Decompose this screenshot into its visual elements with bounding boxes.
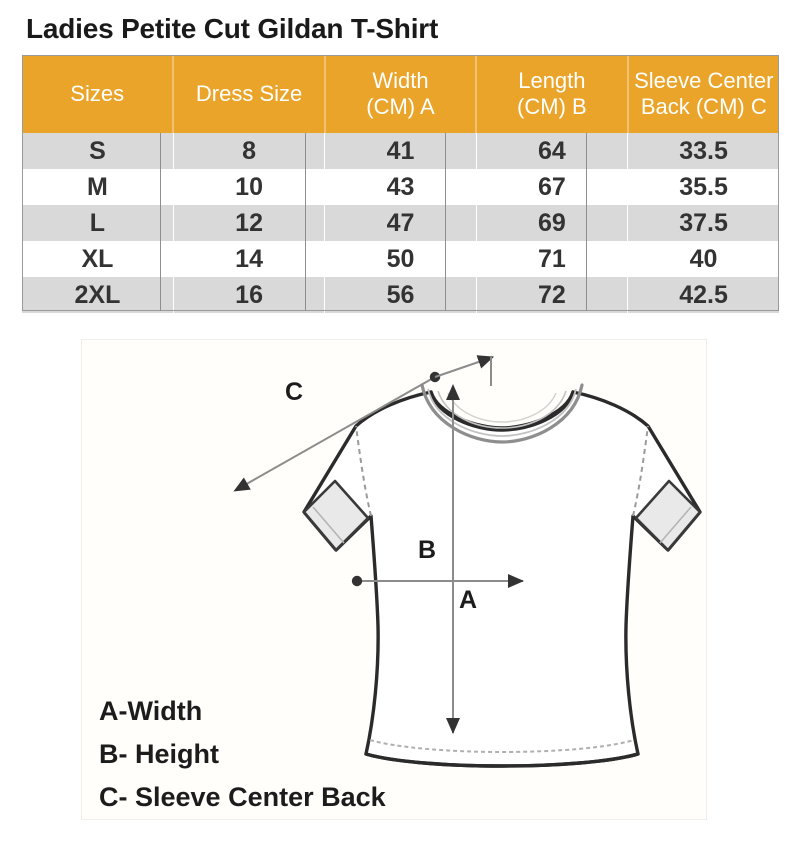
right-sleeve-hem-band <box>634 479 702 552</box>
bottom-hem-band <box>364 752 640 768</box>
cell-sleeve-center-back: 35.5 <box>627 169 779 205</box>
cell-width: 41 <box>324 133 477 169</box>
right-sleeve-hem-stitch <box>659 506 692 544</box>
cell-length: 69 <box>476 205 629 241</box>
cell-sleeve-center-back: 33.5 <box>627 133 779 169</box>
cell-dress-size: 8 <box>173 133 326 169</box>
measure-label-a: A <box>459 586 477 614</box>
legend-item-b: B- Height <box>99 739 219 769</box>
bottom-hem-stitch <box>369 739 635 753</box>
table-row: S 8 41 64 33.5 <box>22 133 779 169</box>
column-header-width-line2: (CM) A <box>366 94 435 119</box>
cell-dress-size: 10 <box>173 169 326 205</box>
legend-item-a: A-Width <box>99 696 203 726</box>
cell-width: 43 <box>324 169 477 205</box>
cell-width: 56 <box>324 277 477 313</box>
cell-width: 50 <box>324 241 477 277</box>
measure-label-c: C <box>285 378 303 406</box>
table-row: 2XL 16 56 72 42.5 <box>22 277 779 313</box>
table-row: M 10 43 67 35.5 <box>22 169 779 205</box>
cell-width: 47 <box>324 205 477 241</box>
column-header-width: Width (CM) A <box>324 55 478 133</box>
cell-size: S <box>22 133 174 169</box>
tshirt-diagram-panel: A B C <box>81 339 707 820</box>
cell-dress-size: 16 <box>173 277 326 313</box>
column-header-length-line2: (CM) B <box>517 94 587 119</box>
column-header-width-line1: Width <box>372 68 429 94</box>
cell-size: L <box>22 205 174 241</box>
cell-sleeve-center-back: 37.5 <box>627 205 779 241</box>
cell-length: 71 <box>476 241 629 277</box>
measure-line-c <box>233 371 441 492</box>
cell-dress-size: 12 <box>173 205 326 241</box>
cell-size: M <box>22 169 174 205</box>
column-header-dress-size-line1: Dress Size <box>195 81 303 107</box>
neckline-rib-line-1 <box>427 388 577 437</box>
table-row: L 12 47 69 37.5 <box>22 205 779 241</box>
page-title: Ladies Petite Cut Gildan T-Shirt <box>26 13 439 44</box>
column-header-sizes: Sizes <box>22 55 175 133</box>
table-row: XL 14 50 71 40 <box>22 241 779 277</box>
neckline-rib-outer <box>429 390 575 432</box>
column-header-length: Length (CM) B <box>476 55 629 133</box>
measure-line-c-extension <box>434 355 494 378</box>
column-header-dress-size: Dress Size <box>173 55 326 133</box>
column-header-length-line1: Length <box>518 68 586 94</box>
column-header-sleeve-line1: Sleeve Center <box>634 68 774 94</box>
table-header-row: Sizes Dress Size Width (CM) A Length (CM… <box>22 55 779 133</box>
neckline-rib-line-3 <box>447 392 557 423</box>
size-chart-table: Sizes Dress Size Width (CM) A Length (CM… <box>22 55 779 313</box>
cell-length: 64 <box>476 133 629 169</box>
cell-length: 72 <box>476 277 629 313</box>
column-header-sizes-line1: Sizes <box>70 81 125 107</box>
column-header-sleeve-center-back: Sleeve Center Back (CM) C <box>627 55 779 133</box>
cell-sleeve-center-back: 42.5 <box>627 277 779 313</box>
cell-size: 2XL <box>22 277 174 313</box>
column-header-sleeve-line2: Back (CM) C <box>640 94 767 119</box>
legend-item-c: C- Sleeve Center Back <box>99 782 386 812</box>
measure-label-b: B <box>418 536 436 564</box>
tshirt-illustration: A B C <box>233 355 702 768</box>
cell-length: 67 <box>476 169 629 205</box>
right-armhole-seam <box>632 425 649 517</box>
cell-dress-size: 14 <box>173 241 326 277</box>
cell-sleeve-center-back: 40 <box>627 241 779 277</box>
measurement-legend: A-Width B- Height C- Sleeve Center Back <box>99 690 386 819</box>
left-sleeve-hem-stitch <box>312 506 345 544</box>
cell-size: XL <box>22 241 174 277</box>
